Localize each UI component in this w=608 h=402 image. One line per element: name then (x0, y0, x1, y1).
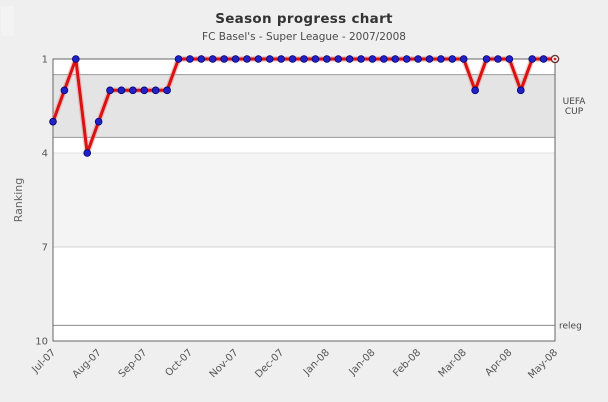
data-point (197, 55, 206, 63)
data-point (83, 149, 92, 157)
data-point (471, 86, 479, 95)
data-point (539, 55, 548, 63)
zone-annotation: UEFA (563, 97, 587, 107)
x-tick-label: Jul-07 (30, 347, 59, 376)
data-point (72, 55, 80, 63)
y-tick-label: 10 (35, 337, 48, 348)
x-tick-label: May-08 (526, 347, 560, 381)
data-point (243, 55, 251, 63)
data-point (459, 55, 468, 63)
data-point (208, 55, 217, 63)
zone-band (53, 153, 555, 247)
corner-artifact (1, 6, 14, 36)
x-tick-label: Nov-07 (208, 347, 241, 380)
x-tick-label: Jan-08 (301, 347, 332, 378)
data-point (448, 55, 457, 63)
x-tick-label: Dec-07 (253, 347, 286, 380)
chart-title: Season progress chart (215, 11, 393, 27)
x-tick-label: Oct-07 (163, 347, 195, 379)
zone-band (53, 137, 555, 153)
data-point (391, 55, 400, 63)
x-tick-label: Apr-08 (483, 347, 514, 378)
data-point (437, 55, 445, 63)
data-point (231, 55, 240, 63)
data-point (106, 86, 114, 95)
data-point (186, 55, 194, 63)
data-point (425, 55, 434, 63)
data-point (528, 55, 536, 63)
x-tick-label: Sep-07 (117, 347, 150, 380)
data-point (151, 86, 160, 95)
data-point (288, 55, 297, 63)
data-point (345, 55, 354, 63)
y-tick-label: 1 (42, 55, 48, 66)
y-tick-label: 4 (42, 149, 48, 160)
data-point (311, 55, 320, 63)
data-point (265, 55, 274, 63)
data-point (380, 55, 388, 63)
x-tick-label: Mar-08 (437, 347, 469, 379)
data-point (300, 55, 308, 63)
y-axis-label: Ranking (12, 178, 25, 223)
data-point (140, 86, 149, 95)
zone-annotation: CUP (565, 107, 584, 117)
data-point (254, 55, 263, 63)
data-point (414, 55, 422, 63)
chart-subtitle: FC Basel's - Super League - 2007/2008 (202, 31, 406, 43)
current-point-center (553, 57, 557, 61)
zone-band (53, 247, 555, 341)
data-point (117, 86, 126, 95)
data-point (516, 86, 525, 95)
x-tick-label: Aug-07 (71, 347, 104, 380)
data-point (277, 55, 285, 63)
data-point (482, 55, 491, 63)
data-point (357, 55, 365, 63)
data-point (323, 55, 331, 63)
data-point (368, 55, 377, 63)
data-point (174, 55, 183, 63)
y-tick-label: 7 (42, 243, 48, 254)
data-point (60, 86, 69, 95)
data-point (220, 55, 228, 63)
data-point (163, 86, 171, 95)
data-point (505, 55, 514, 63)
x-tick-label: Feb-08 (391, 347, 423, 379)
x-tick-label: Jan-08 (347, 347, 378, 378)
data-point (494, 55, 502, 63)
zone-annotation: releg (559, 321, 582, 331)
data-point (49, 117, 57, 126)
data-point (334, 55, 343, 63)
data-point (129, 86, 137, 95)
data-point (402, 55, 411, 63)
data-point (94, 117, 103, 126)
